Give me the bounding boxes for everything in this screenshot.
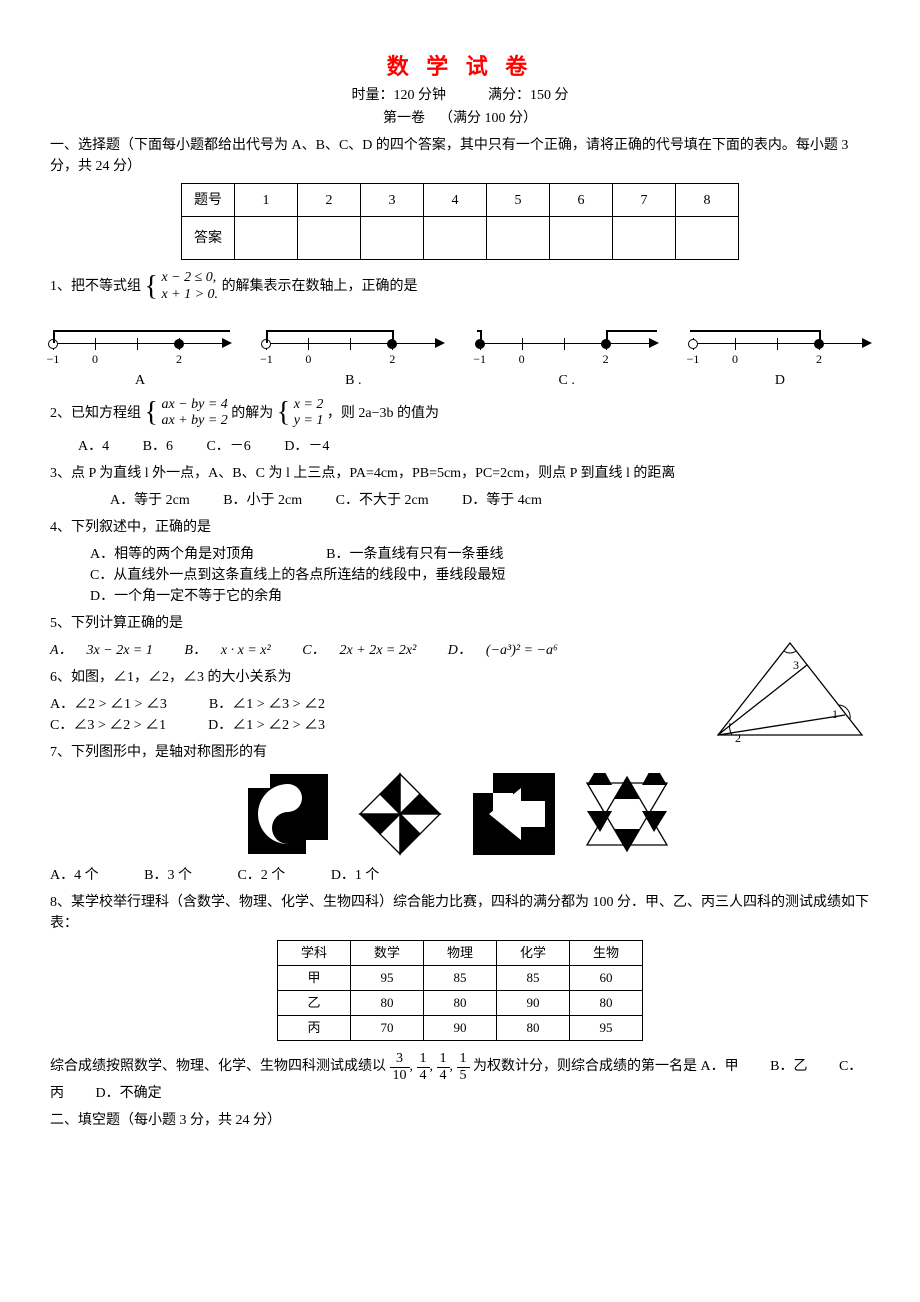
number-line: −102 — [50, 318, 230, 368]
question-5: 5、下列计算正确的是 — [50, 613, 870, 634]
option-label: B . — [263, 370, 443, 391]
q2-options: A．4 B．6 C．－6 D．－4 — [78, 436, 870, 457]
section-1-heading: 一、选择题（下面每小题都给出代号为 A、B、C、D 的四个答案，其中只有一个正确… — [50, 135, 870, 177]
subtitle-time-score: 时量：120 分钟 满分：150 分 — [50, 85, 870, 106]
question-4: 4、下列叙述中，正确的是 — [50, 517, 870, 538]
table-row: 甲95858560 — [278, 966, 643, 991]
shape-icon — [582, 773, 672, 855]
frac: 15 — [457, 1051, 470, 1083]
question-8: 8、某学校举行理科（含数学、物理、化学、生物四科）综合能力比赛，四科的满分都为 … — [50, 892, 870, 934]
svg-text:3: 3 — [793, 658, 799, 672]
question-1: 1、把不等式组 { x − 2 ≤ 0, x + 1 > 0. 的解集表示在数轴… — [50, 270, 870, 304]
shape-icon — [248, 774, 328, 854]
ans-table-arow: 答案 — [182, 217, 235, 260]
svg-text:1: 1 — [832, 707, 838, 721]
option-label: D — [690, 370, 870, 391]
table-row: 乙80809080 — [278, 991, 643, 1016]
answer-table: 题号 1 2 3 4 5 6 7 8 答案 — [181, 183, 739, 260]
section-2-heading: 二、填空题（每小题 3 分，共 24 分） — [50, 1110, 870, 1131]
brace-icon: { — [145, 399, 158, 427]
scores-table: 学科 数学 物理 化学 生物 甲95858560 乙80809080 丙7090… — [277, 940, 643, 1041]
q4-options: A．相等的两个角是对顶角 B．一条直线有只有一条垂线 C．从直线外一点到这条直线… — [90, 544, 870, 607]
page-title: 数 学 试 卷 — [50, 50, 870, 83]
table-row: 学科 数学 物理 化学 生物 — [278, 941, 643, 966]
number-line-options: −102A−102B .−102C .−102D — [50, 318, 870, 391]
subtitle-part1: 第一卷 （满分 100 分） — [50, 108, 870, 129]
frac: 310 — [390, 1051, 410, 1083]
shape-icon — [473, 773, 555, 855]
question-3: 3、点 P 为直线 l 外一点，A、B、C 为 l 上三点，PA=4cm，PB=… — [50, 463, 870, 484]
table-row: 题号 1 2 3 4 5 6 7 8 — [182, 184, 739, 217]
triangle-diagram: 3 1 2 — [710, 635, 870, 745]
q7-figures — [70, 769, 850, 859]
table-row: 答案 — [182, 217, 739, 260]
option-label: A — [50, 370, 230, 391]
ans-table-hrow: 题号 — [182, 184, 235, 217]
option-label: C . — [477, 370, 657, 391]
number-line: −102 — [263, 318, 443, 368]
shape-icon — [355, 769, 445, 859]
number-line: −102 — [690, 318, 870, 368]
q1-stem1: 1、把不等式组 — [50, 279, 141, 294]
brace-icon: { — [277, 399, 290, 427]
brace-icon: { — [145, 273, 158, 301]
q7-options: A．4 个 B．3 个 C．2 个 D．1 个 — [50, 865, 870, 886]
question-7: 7、下列图形中，是轴对称图形的有 — [50, 742, 870, 763]
svg-text:2: 2 — [735, 731, 741, 745]
frac: 14 — [417, 1051, 430, 1083]
q8-tail: 综合成绩按照数学、物理、化学、生物四科测试成绩以 310, 14, 14, 15… — [50, 1051, 870, 1104]
q3-options: A．等于 2cm B．小于 2cm C．不大于 2cm D．等于 4cm — [110, 490, 870, 511]
table-row: 丙70908095 — [278, 1016, 643, 1041]
q1-stem2: 的解集表示在数轴上，正确的是 — [222, 279, 418, 294]
question-2: 2、已知方程组 { ax − by = 4 ax + by = 2 的解为 { … — [50, 397, 870, 431]
number-line: −102 — [477, 318, 657, 368]
frac: 14 — [437, 1051, 450, 1083]
